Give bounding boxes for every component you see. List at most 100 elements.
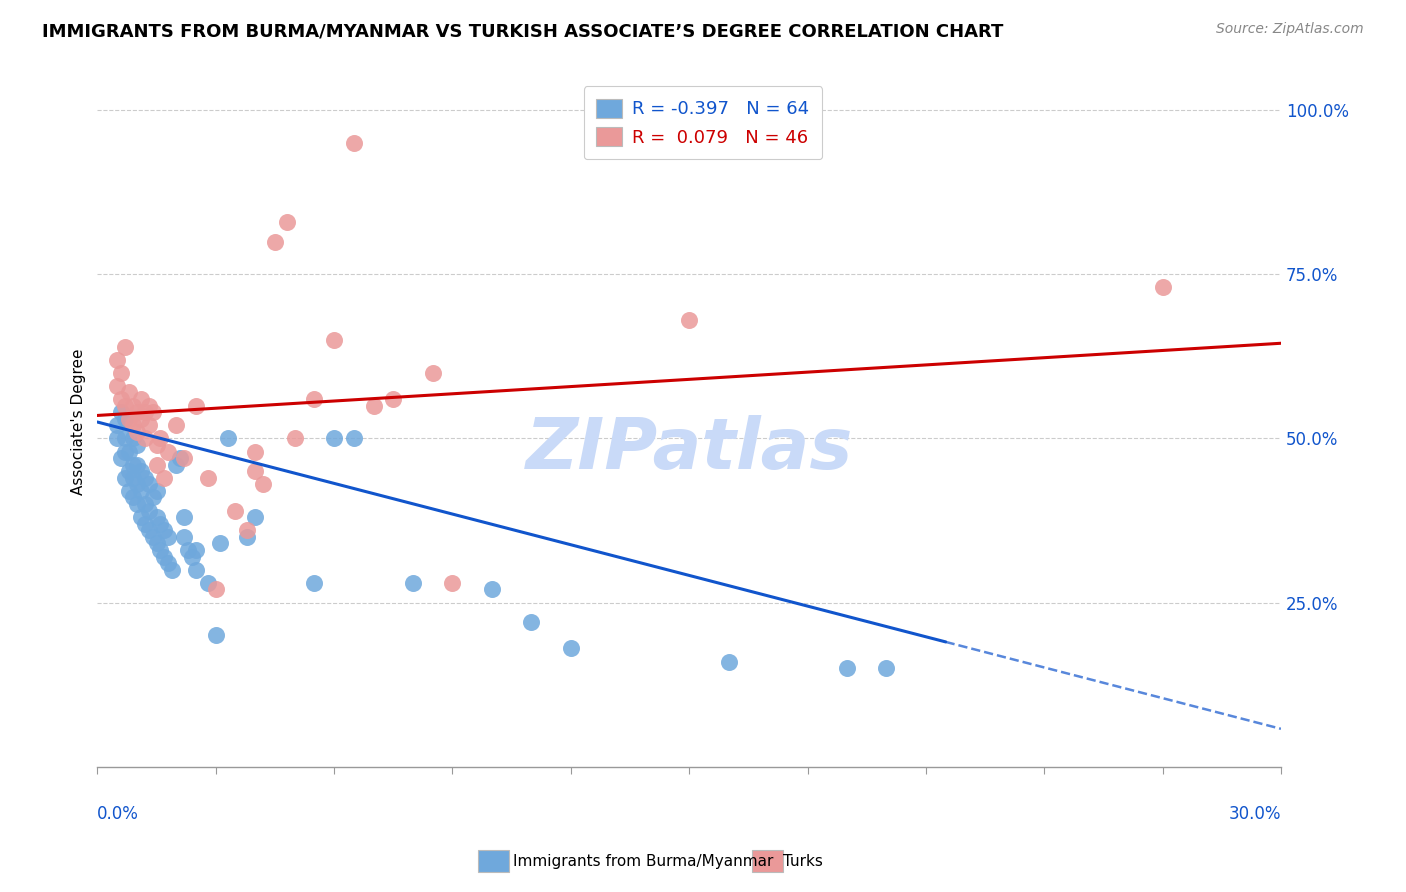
Text: 30.0%: 30.0%: [1229, 805, 1281, 823]
Point: [118, 444, 141, 458]
Point: [134, 497, 156, 511]
Point: [129, 411, 152, 425]
Point: [208, 536, 231, 550]
Text: ZIPatlas: ZIPatlas: [526, 415, 853, 484]
Point: [343, 432, 366, 446]
Point: [138, 503, 160, 517]
Point: [835, 661, 858, 675]
Point: [129, 483, 152, 498]
Point: [110, 451, 132, 466]
Point: [402, 575, 425, 590]
Point: [162, 563, 184, 577]
Point: [145, 458, 167, 472]
Point: [157, 556, 180, 570]
Point: [125, 405, 148, 419]
Point: [114, 339, 136, 353]
Point: [105, 352, 128, 367]
Point: [129, 464, 152, 478]
Point: [422, 366, 444, 380]
Point: [520, 615, 543, 630]
Point: [125, 425, 148, 439]
Point: [134, 432, 156, 446]
Point: [114, 411, 136, 425]
Point: [243, 464, 266, 478]
Point: [343, 136, 366, 150]
Point: [145, 483, 167, 498]
Point: [243, 444, 266, 458]
Point: [145, 536, 167, 550]
Point: [173, 510, 195, 524]
Point: [114, 432, 136, 446]
Point: [114, 471, 136, 485]
Point: [304, 575, 326, 590]
Point: [105, 418, 128, 433]
Point: [129, 392, 152, 406]
Point: [121, 432, 143, 446]
Point: [184, 563, 207, 577]
Point: [304, 392, 326, 406]
Point: [121, 471, 143, 485]
Text: IMMIGRANTS FROM BURMA/MYANMAR VS TURKISH ASSOCIATE’S DEGREE CORRELATION CHART: IMMIGRANTS FROM BURMA/MYANMAR VS TURKISH…: [42, 22, 1004, 40]
Point: [184, 543, 207, 558]
Point: [125, 477, 148, 491]
Legend: R = -0.397   N = 64, R =  0.079   N = 46: R = -0.397 N = 64, R = 0.079 N = 46: [583, 87, 823, 160]
Point: [114, 399, 136, 413]
Point: [138, 399, 160, 413]
Point: [134, 516, 156, 531]
Point: [169, 451, 191, 466]
Point: [121, 458, 143, 472]
Point: [118, 385, 141, 400]
Point: [875, 661, 897, 675]
Point: [382, 392, 405, 406]
Point: [165, 418, 187, 433]
Point: [149, 432, 172, 446]
Point: [134, 471, 156, 485]
Point: [105, 379, 128, 393]
Text: Source: ZipAtlas.com: Source: ZipAtlas.com: [1216, 22, 1364, 37]
Point: [110, 366, 132, 380]
Point: [363, 399, 385, 413]
Point: [142, 530, 165, 544]
Point: [284, 432, 307, 446]
Point: [157, 530, 180, 544]
Point: [138, 524, 160, 538]
Point: [125, 458, 148, 472]
Point: [204, 582, 226, 597]
Point: [157, 444, 180, 458]
Point: [481, 582, 503, 597]
Point: [236, 530, 259, 544]
Point: [165, 458, 187, 472]
Point: [184, 399, 207, 413]
Text: Immigrants from Burma/Myanmar: Immigrants from Burma/Myanmar: [513, 854, 773, 869]
Point: [1152, 280, 1174, 294]
Point: [125, 438, 148, 452]
Point: [142, 405, 165, 419]
Point: [181, 549, 204, 564]
Point: [138, 477, 160, 491]
Point: [153, 524, 176, 538]
Point: [560, 641, 582, 656]
Point: [173, 530, 195, 544]
Point: [177, 543, 200, 558]
Point: [717, 655, 740, 669]
Point: [110, 392, 132, 406]
Point: [118, 483, 141, 498]
Point: [145, 438, 167, 452]
Point: [114, 444, 136, 458]
Point: [121, 418, 143, 433]
Point: [110, 405, 132, 419]
Point: [121, 491, 143, 505]
Point: [118, 411, 141, 425]
Point: [323, 333, 346, 347]
Point: [145, 510, 167, 524]
Point: [441, 575, 464, 590]
Point: [149, 516, 172, 531]
Point: [121, 399, 143, 413]
Point: [125, 497, 148, 511]
Y-axis label: Associate's Degree: Associate's Degree: [72, 349, 86, 495]
Point: [142, 491, 165, 505]
Point: [323, 432, 346, 446]
Point: [105, 432, 128, 446]
Point: [197, 471, 219, 485]
Point: [678, 313, 700, 327]
